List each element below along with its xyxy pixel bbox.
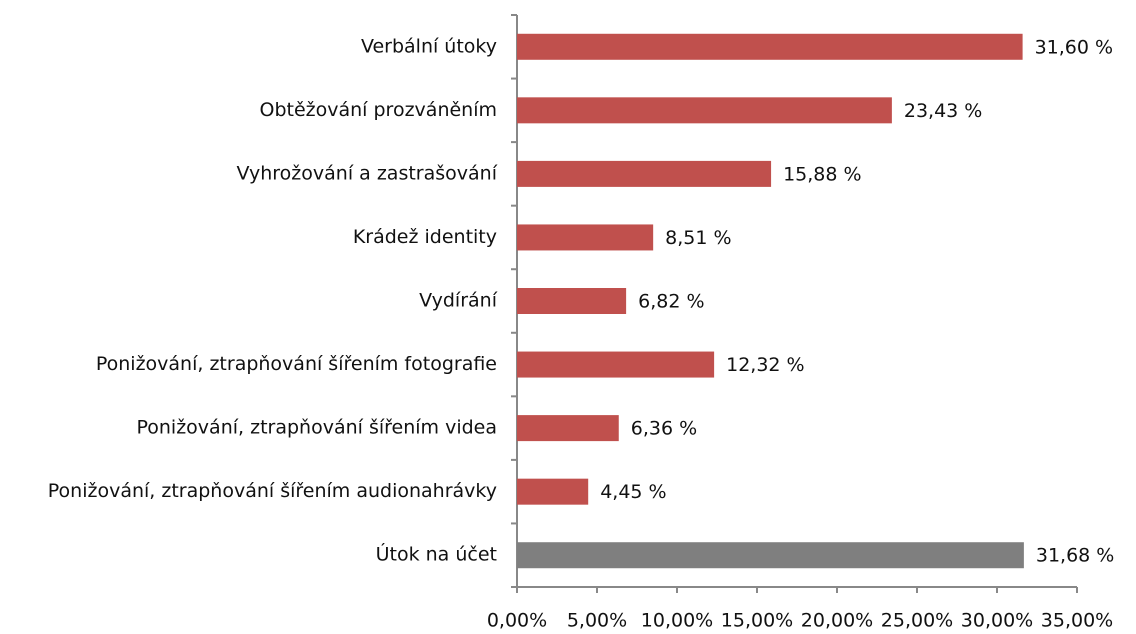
category-label: Verbální útoky <box>361 35 497 57</box>
bar <box>517 33 1023 60</box>
x-tick-label: 15,00% <box>721 610 793 632</box>
x-tick-label: 35,00% <box>1041 610 1113 632</box>
bar <box>517 351 715 378</box>
category-label: Obtěžování prozváněním <box>260 99 498 121</box>
bar <box>517 542 1024 569</box>
value-label: 8,51 % <box>665 227 731 249</box>
x-tick-label: 5,00% <box>567 610 627 632</box>
bar <box>517 288 627 314</box>
category-label: Krádež identity <box>353 226 497 248</box>
category-label: Ponižování, ztrapňování šířením fotograf… <box>96 353 497 375</box>
value-label: 12,32 % <box>726 354 805 376</box>
value-label: 6,82 % <box>638 291 704 313</box>
bar <box>517 478 589 505</box>
value-label: 31,68 % <box>1036 545 1115 567</box>
value-label: 23,43 % <box>904 100 983 122</box>
x-tick-label: 20,00% <box>801 610 873 632</box>
category-label: Vyhrožování a zastrašování <box>237 162 498 184</box>
value-label: 6,36 % <box>631 418 697 440</box>
x-tick-label: 0,00% <box>487 610 547 632</box>
x-tick-label: 25,00% <box>881 610 953 632</box>
category-label: Ponižování, ztrapňování šířením videa <box>136 417 497 439</box>
category-label: Útok na účet <box>376 542 497 566</box>
bar <box>517 415 619 442</box>
value-label: 15,88 % <box>783 163 862 185</box>
value-label: 31,60 % <box>1035 36 1114 58</box>
x-tick-label: 30,00% <box>961 610 1033 632</box>
bar <box>517 224 654 251</box>
x-tick-label: 10,00% <box>641 610 713 632</box>
bar <box>517 160 772 187</box>
category-label: Vydírání <box>419 290 498 312</box>
value-label: 4,45 % <box>600 481 666 503</box>
category-label: Ponižování, ztrapňování šířením audionah… <box>48 480 497 502</box>
bar <box>517 97 892 124</box>
